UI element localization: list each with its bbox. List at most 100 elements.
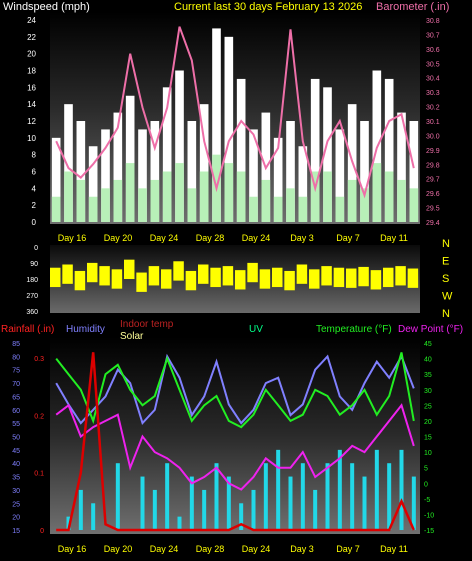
- wind-avg-bar-22: [323, 171, 332, 222]
- wind-tick-2: 4: [32, 184, 37, 193]
- dewpoint-line: [55, 403, 415, 491]
- temp-tick-0: -15: [424, 528, 434, 535]
- direction-bar-19: [284, 270, 295, 291]
- direction-bar-27: [383, 267, 394, 288]
- temp-tick-11: 40: [424, 357, 432, 364]
- uv-title: UV: [249, 324, 263, 335]
- climate-day-label-6: Day 7: [336, 544, 360, 554]
- solar-bar-20: [300, 463, 305, 530]
- direction-bar-21: [309, 269, 320, 289]
- wind-direction-series: [50, 259, 419, 292]
- wind-day-labels: Day 16 Day 20 Day 24 Day 28 Day 24 Day 3 Day 7…: [58, 233, 408, 243]
- humidity-tick-13: 80: [12, 354, 20, 361]
- wind-gust-bar-19: [286, 121, 295, 222]
- wind-avg-bar-6: [125, 163, 135, 222]
- direction-bar-15: [235, 270, 246, 290]
- direction-bar-2: [74, 270, 86, 291]
- solar-bar-13: [214, 463, 219, 530]
- direction-bar-22: [321, 266, 332, 286]
- day-label-7: Day 11: [380, 233, 408, 243]
- direction-bar-10: [173, 261, 184, 281]
- wind-avg-bar-2: [76, 179, 86, 222]
- humidity-tick-10: 65: [12, 394, 20, 401]
- rain-tick-0: 0: [40, 528, 44, 535]
- solar-bar-11: [189, 476, 194, 530]
- solar-bar-27: [387, 463, 392, 530]
- direction-bar-16: [247, 262, 258, 283]
- wind-gust-bar-4: [101, 129, 110, 222]
- wind-gust-bar-12: [199, 104, 209, 222]
- solar-bar-1: [66, 516, 71, 530]
- solar-bar-5: [115, 463, 120, 530]
- direction-bar-11: [185, 270, 197, 291]
- humidity-tick-12: 75: [12, 368, 20, 375]
- dir-tick-2: 180: [26, 277, 38, 284]
- windspeed-title: Windspeed (mph): [3, 1, 90, 13]
- wind-avg-bar-9: [162, 171, 172, 222]
- temperature-line: [55, 352, 415, 429]
- chart-date-title: Current last 30 days February 13 2026: [174, 1, 362, 13]
- indoor-temp-title: Indoor temp: [120, 319, 174, 330]
- solar-bar-2: [78, 489, 83, 530]
- wind-avg-bar-25: [360, 188, 369, 222]
- temp-tick-9: 30: [424, 388, 432, 395]
- day-label-4: Day 24: [242, 233, 271, 243]
- climate-day-label-7: Day 11: [380, 544, 408, 554]
- day-label-6: Day 7: [336, 233, 360, 243]
- wind-gust-bar-22: [323, 87, 332, 222]
- humidity-title: Humidity: [66, 324, 105, 335]
- rain-axis-ticks: 0 0.1 0.2 0.3: [34, 356, 44, 535]
- solar-bar-26: [374, 449, 379, 530]
- direction-bar-26: [370, 270, 382, 290]
- dir-tick-0: 360: [26, 309, 38, 316]
- wind-gust-bar-0: [51, 137, 61, 222]
- direction-bar-1: [62, 264, 73, 284]
- wind-gust-bar-28: [397, 112, 406, 222]
- compass-tick-0: N: [442, 308, 450, 320]
- baro-tick-0: 29.4: [426, 220, 440, 227]
- climate-day-label-0: Day 16: [58, 544, 87, 554]
- rainfall-line: [56, 352, 415, 532]
- wind-avg-bar-11: [187, 188, 197, 222]
- solar-bar-23: [337, 449, 342, 530]
- wind-avg-bar-16: [249, 196, 258, 222]
- solar-title: Solar: [120, 331, 144, 342]
- solar-bar-14: [226, 476, 231, 530]
- wind-avg-bar-28: [397, 179, 406, 222]
- direction-bar-14: [222, 266, 234, 286]
- baro-tick-12: 30.6: [426, 47, 440, 54]
- day-label-5: Day 3: [290, 233, 314, 243]
- wind-avg-bar-23: [335, 196, 345, 222]
- solar-bar-9: [165, 463, 170, 530]
- wind-avg-bar-24: [347, 179, 357, 222]
- solar-bar-8: [152, 489, 157, 530]
- wind-gust-bar-11: [187, 121, 197, 222]
- direction-bar-23: [333, 267, 345, 288]
- temp-tick-4: 5: [424, 466, 428, 473]
- humidity-tick-0: 15: [12, 528, 20, 535]
- climate-day-labels: Day 16 Day 20 Day 24 Day 28 Day 24 Day 3 Day 7…: [58, 544, 408, 554]
- humidity-tick-8: 55: [12, 421, 20, 428]
- wind-avg-bar-7: [138, 188, 147, 222]
- direction-bar-29: [407, 268, 419, 288]
- wind-gust-bars: [51, 28, 419, 223]
- direction-bar-17: [259, 269, 271, 289]
- baro-tick-9: 30.3: [426, 90, 440, 97]
- wind-gust-bar-25: [360, 121, 369, 222]
- baro-tick-10: 30.4: [426, 76, 440, 83]
- compass-tick-1: W: [442, 291, 453, 303]
- day-label-3: Day 28: [196, 233, 225, 243]
- temp-tick-6: 15: [424, 435, 432, 442]
- temp-tick-3: 0: [424, 481, 428, 488]
- wind-tick-3: 6: [32, 168, 37, 177]
- wind-avg-bar-21: [310, 171, 320, 222]
- direction-bar-9: [161, 269, 172, 289]
- solar-bars: [66, 449, 416, 530]
- wind-average-bars: [51, 154, 419, 222]
- wind-gust-bar-20: [298, 146, 308, 222]
- direction-bar-25: [358, 266, 369, 287]
- wind-tick-1: 2: [32, 201, 37, 210]
- wind-avg-bar-8: [150, 179, 160, 222]
- temperature-axis-ticks: -15 -10 -5 0 5 10 15 20 25 30 35 40 45: [424, 341, 434, 535]
